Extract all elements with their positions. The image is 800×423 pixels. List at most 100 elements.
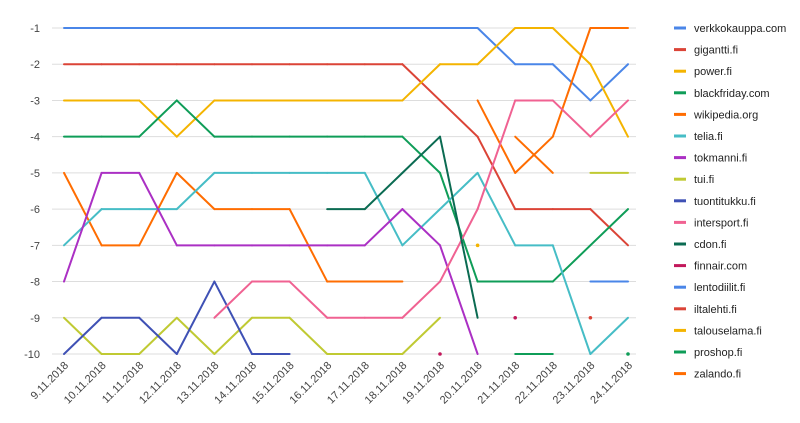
series-segment	[63, 316, 103, 355]
legend-swatch	[674, 328, 686, 332]
series-segment	[476, 171, 517, 247]
legend-label: intersport.fi	[694, 217, 748, 229]
x-axis: 9.11.201810.11.201811.11.201812.11.20181…	[29, 360, 636, 407]
series-segment	[589, 99, 629, 138]
series-zalando.fi	[514, 135, 554, 174]
series-segment	[439, 99, 479, 138]
legend-label: finnair.com	[694, 261, 747, 273]
series-segment	[138, 316, 178, 355]
series-segment	[213, 280, 253, 355]
y-tick-label: -1	[30, 23, 40, 35]
series-intersport.fi	[213, 99, 629, 319]
series-segment	[401, 208, 441, 247]
series-segment	[589, 208, 629, 247]
series-segment	[363, 171, 404, 211]
legend-label: tui.fi	[694, 174, 714, 186]
y-tick-label: -7	[30, 240, 40, 252]
legend-label: lentodiilit.fi	[694, 282, 745, 294]
legend-label: proshop.fi	[694, 347, 742, 359]
series-segment	[138, 171, 178, 247]
series-segment	[175, 171, 216, 211]
series-segment	[175, 99, 216, 138]
series-wikipedia.org	[63, 27, 629, 283]
legend-label: zalando.fi	[694, 369, 741, 381]
series-segment	[514, 135, 554, 174]
series-gigantti.fi	[63, 63, 629, 247]
series-segment	[288, 316, 329, 355]
legend-swatch	[674, 350, 686, 354]
series-segment	[551, 27, 592, 66]
series-tokmanni.fi	[63, 171, 479, 355]
series-segment	[175, 280, 216, 355]
data-point	[626, 352, 630, 356]
legend-swatch	[674, 242, 686, 246]
legend-swatch	[674, 48, 686, 52]
y-tick-label: -6	[30, 204, 40, 216]
legend-swatch	[674, 285, 686, 289]
legend-label: tuontitukku.fi	[694, 196, 756, 208]
legend-swatch	[674, 69, 686, 73]
series-segment	[551, 99, 592, 138]
data-point	[475, 243, 480, 248]
series-segment	[63, 171, 103, 283]
legend-label: verkkokauppa.com	[694, 23, 786, 35]
legend-label: wikipedia.org	[693, 109, 758, 121]
series-iltalehti.fi	[588, 315, 593, 320]
series-segment	[401, 135, 441, 174]
series-segment	[476, 99, 517, 211]
legend-swatch	[674, 307, 686, 311]
series-segment	[213, 280, 253, 319]
legend-swatch	[674, 372, 686, 376]
legend-label: cdon.fi	[694, 239, 726, 251]
series-segment	[439, 244, 479, 355]
series-talouselama.fi	[475, 243, 480, 248]
series-cdon.fi	[326, 135, 479, 319]
series-segment	[551, 27, 592, 138]
y-axis: -1 -2 -3 -4 -5 -6 -7 -8 -9 -10	[24, 23, 40, 361]
series-segment	[439, 171, 479, 211]
gridlines	[52, 27, 636, 355]
series-segment	[551, 244, 592, 283]
data-point	[438, 352, 442, 356]
legend-swatch	[674, 134, 686, 138]
legend-label: telia.fi	[694, 131, 723, 143]
series-segment	[551, 244, 592, 355]
legend-swatch	[674, 26, 686, 30]
series-segment	[175, 316, 216, 355]
legend-label: tokmanni.fi	[694, 153, 747, 165]
legend-swatch	[674, 199, 686, 203]
y-tick-label: -4	[30, 132, 40, 144]
series-finnair.com	[438, 315, 517, 356]
legend-label: iltalehti.fi	[694, 304, 737, 316]
legend: verkkokauppa.com gigantti.fi power.fi black…	[674, 23, 786, 381]
series-verkkokauppa.com	[63, 27, 629, 102]
series-segment	[476, 135, 517, 211]
series-segment	[439, 208, 479, 283]
legend-swatch	[674, 156, 686, 160]
series-segment	[589, 63, 629, 102]
series-segment	[439, 135, 479, 319]
legend-label: blackfriday.com	[694, 88, 770, 100]
legend-label: talouselama.fi	[694, 325, 762, 337]
series-segment	[213, 316, 253, 355]
series-segment	[589, 316, 629, 355]
legend-label: gigantti.fi	[694, 45, 738, 57]
legend-swatch	[674, 112, 686, 116]
series-segment	[363, 171, 404, 247]
legend-label: power.fi	[694, 66, 732, 78]
series-segment	[138, 99, 178, 138]
series-segment	[476, 99, 517, 174]
y-tick-label: -2	[30, 59, 40, 71]
series-segment	[401, 316, 441, 355]
y-tick-label: -8	[30, 277, 40, 289]
legend-swatch	[674, 177, 686, 181]
series-proshop.fi	[514, 352, 630, 356]
series-segment	[63, 171, 103, 247]
series-segment	[401, 63, 441, 102]
legend-swatch	[674, 91, 686, 95]
plot-area	[63, 27, 630, 356]
y-tick-label: -9	[30, 313, 40, 325]
series-segment	[363, 208, 404, 247]
series-segment	[401, 280, 441, 319]
